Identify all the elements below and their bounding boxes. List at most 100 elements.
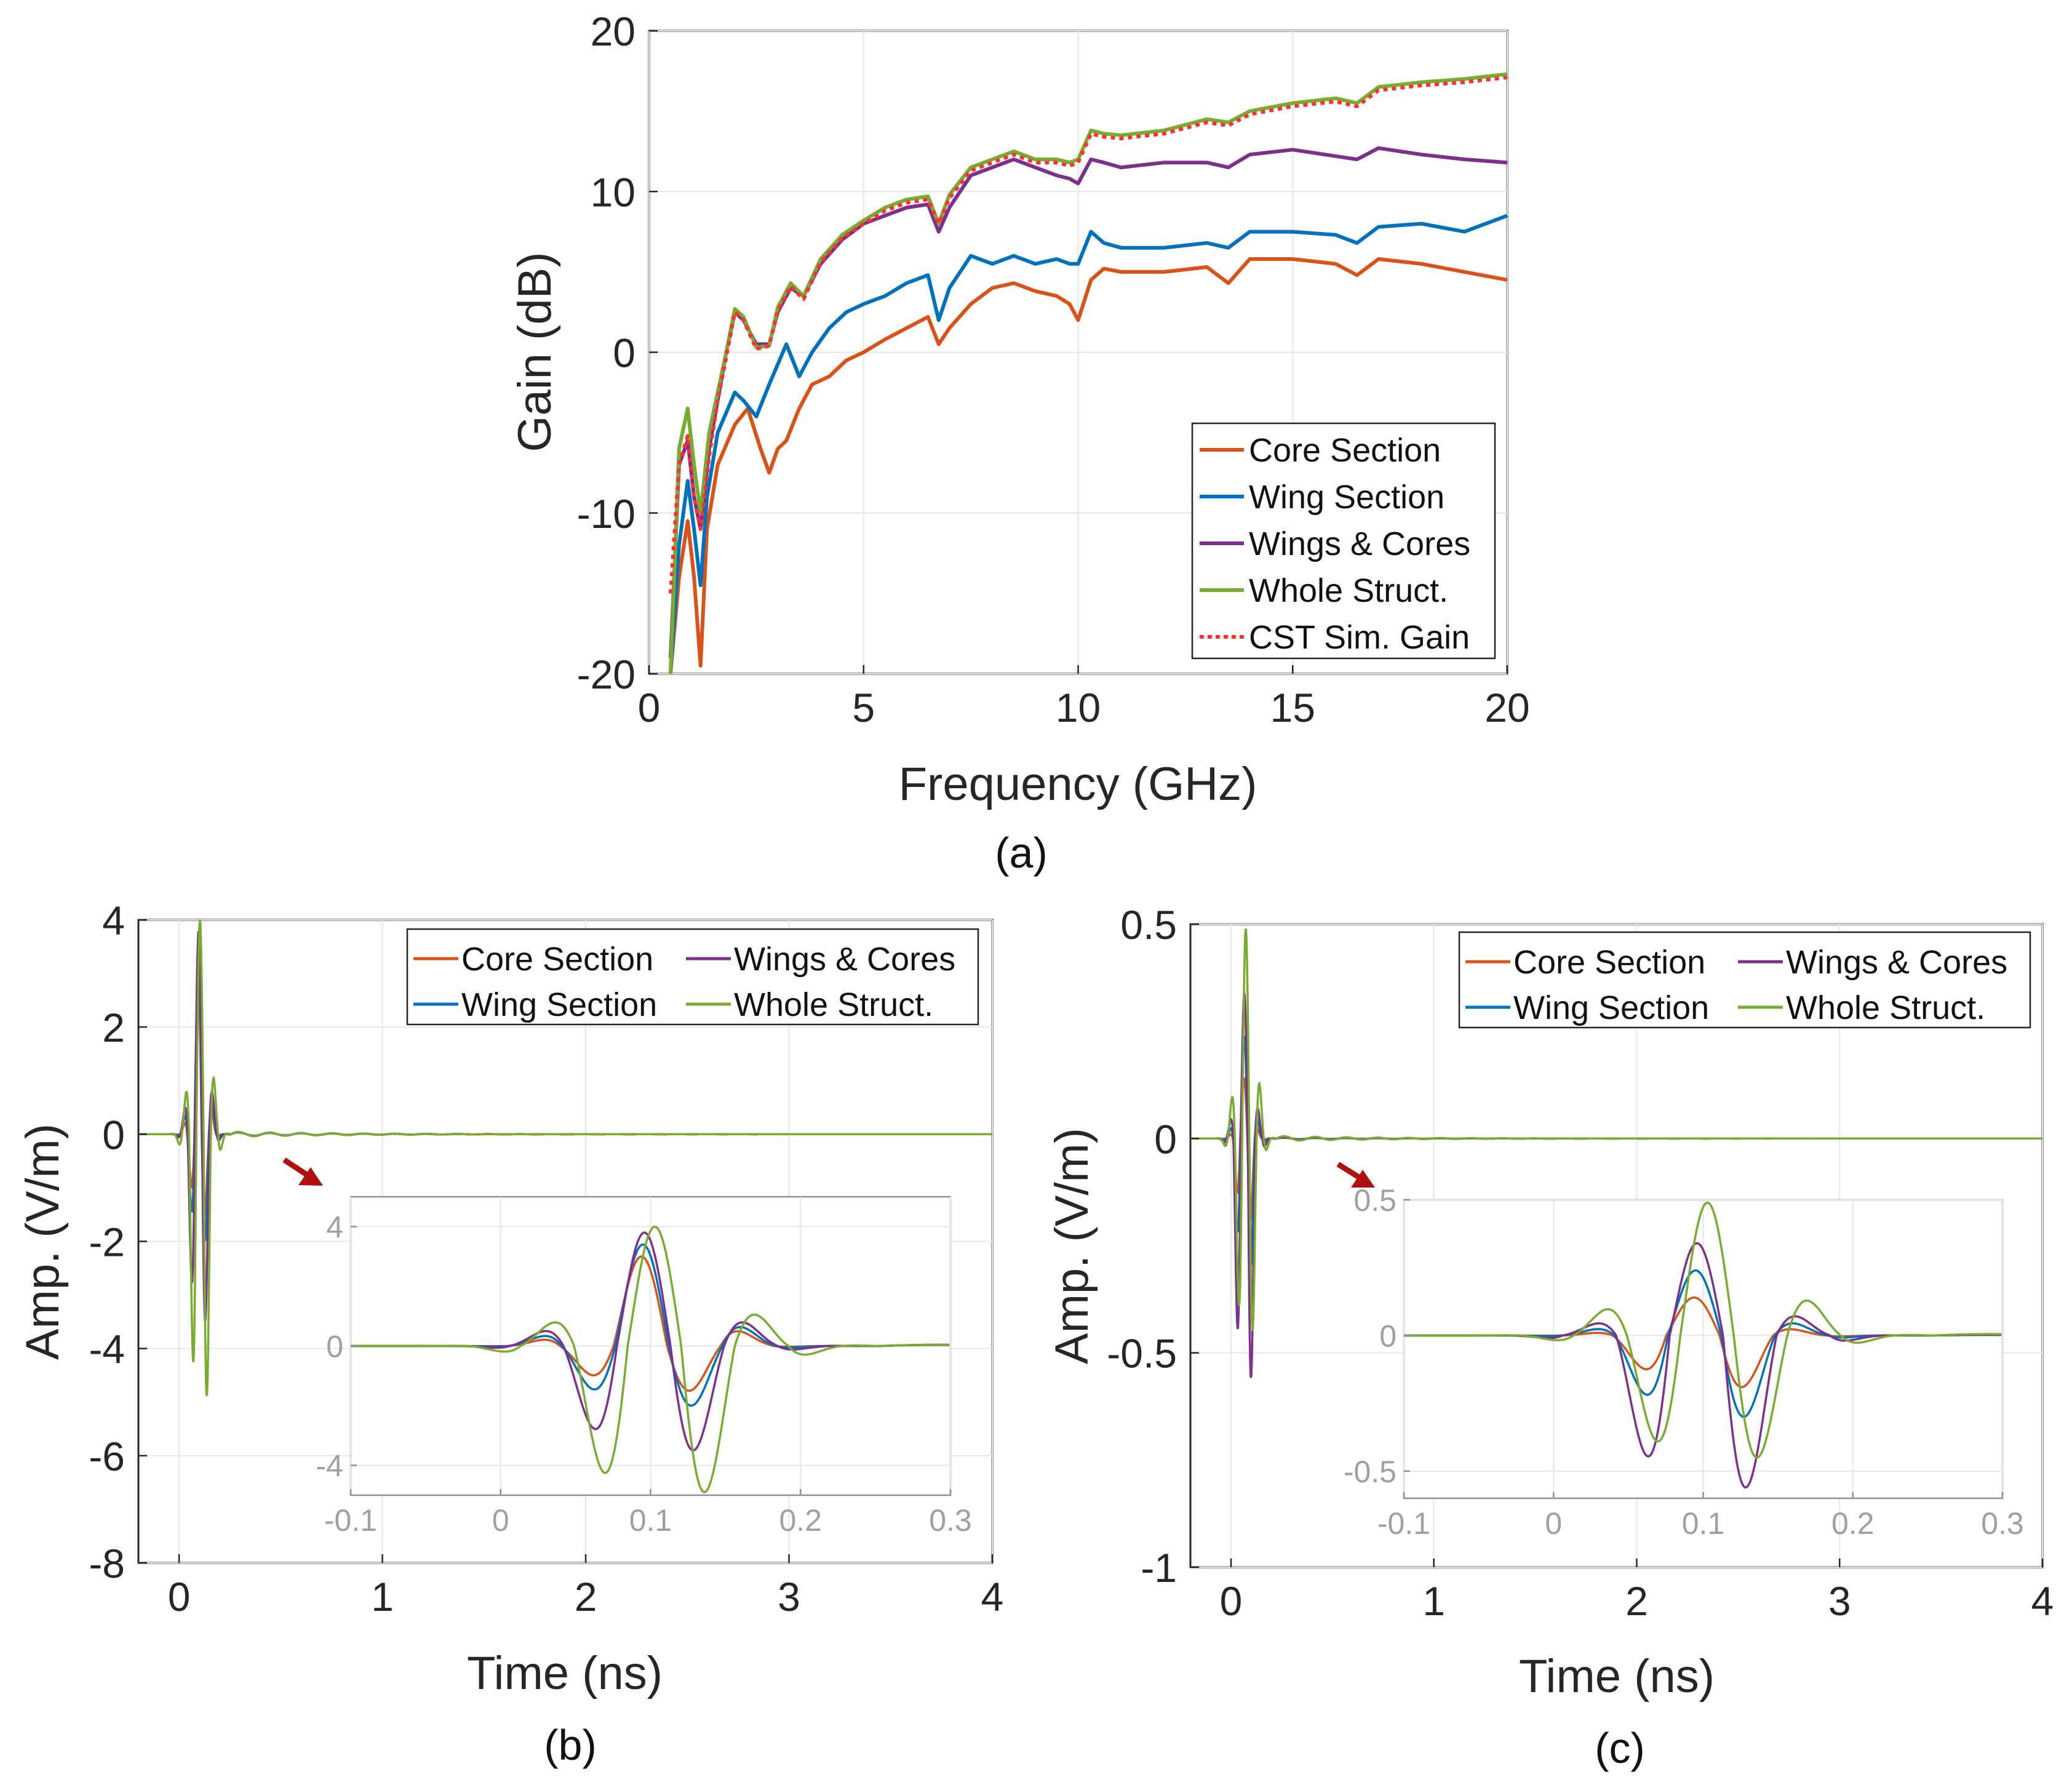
inset-ticks-c: -0.1 0 0.1 0.2 0.3 -0.5 0 0.5 bbox=[1344, 1183, 2024, 1541]
zoom-arrow-c bbox=[1336, 1162, 1375, 1188]
b-ytick-label-4: 0 bbox=[102, 1112, 125, 1157]
a-xtick-label-2: 10 bbox=[1056, 685, 1101, 730]
zoom-arrow-b-shaft bbox=[282, 1157, 309, 1178]
legend-box-b bbox=[406, 928, 979, 1026]
a-ytick-label-1: -10 bbox=[577, 491, 636, 537]
b-inset-xtick-label-1: 0 bbox=[492, 1503, 509, 1538]
inset-b: -0.1 0 0.1 0.2 0.3 -4 0 4 bbox=[316, 1196, 972, 1538]
inset-curves-c bbox=[1404, 1201, 2002, 1488]
zoom-arrow-c-head bbox=[1351, 1170, 1375, 1188]
c-inset-xtick-label-2: 0.1 bbox=[1682, 1506, 1725, 1541]
legend-label-core: Core Section bbox=[1249, 432, 1441, 469]
c-ytick-label-3: 0.5 bbox=[1120, 902, 1177, 948]
b-inset-xtick-label-4: 0.3 bbox=[929, 1503, 972, 1538]
c-ytick-label-0: -1 bbox=[1141, 1545, 1177, 1591]
curves-a bbox=[668, 72, 1508, 674]
legend-c-label-wing: Wing Section bbox=[1513, 989, 1709, 1026]
ticks-b: 0 1 2 3 4 -8 -6 -4 -2 0 2 4 bbox=[89, 898, 1003, 1619]
b-inset-xtick-label-2: 0.1 bbox=[629, 1503, 672, 1538]
xlabel-c: Time (ns) bbox=[1519, 1650, 1715, 1703]
b-inset-series-whole bbox=[351, 1225, 950, 1494]
a-xtick-label-3: 15 bbox=[1270, 685, 1315, 730]
b-ytick-label-2: -4 bbox=[89, 1327, 125, 1372]
ylabel-a: Gain (dB) bbox=[509, 252, 561, 452]
ylabel-c: Amp. (V/m) bbox=[1046, 1128, 1098, 1364]
legend-c-label-core: Core Section bbox=[1513, 944, 1705, 981]
c-xtick-label-1: 1 bbox=[1422, 1578, 1445, 1624]
legend-box-a bbox=[1191, 422, 1496, 660]
a-xtick-label-1: 5 bbox=[852, 685, 875, 730]
a-ytick-label-2: 0 bbox=[613, 330, 636, 376]
sublabel-c: (c) bbox=[1595, 1724, 1645, 1772]
legend-b-label-core: Core Section bbox=[461, 941, 653, 978]
inset-ticks-b: -0.1 0 0.1 0.2 0.3 -4 0 4 bbox=[316, 1210, 972, 1538]
xlabel-a: Frequency (GHz) bbox=[899, 758, 1257, 810]
c-inset-series-whole bbox=[1404, 1201, 2002, 1459]
c-inset-xtick-label-4: 0.3 bbox=[1981, 1506, 2024, 1541]
c-xtick-label-0: 0 bbox=[1220, 1578, 1243, 1624]
b-series-whole bbox=[138, 919, 992, 1396]
b-ytick-label-3: -2 bbox=[89, 1220, 125, 1265]
legend-b: Core Section Wing Section Wings & Cores … bbox=[406, 928, 979, 1026]
c-inset-xtick-label-0: -0.1 bbox=[1377, 1506, 1430, 1541]
c-xtick-label-3: 3 bbox=[1828, 1578, 1851, 1624]
legend-c: Core Section Wing Section Wings & Cores … bbox=[1458, 931, 2031, 1029]
legend-label-wingscores: Wings & Cores bbox=[1249, 525, 1470, 562]
legend-b-label-wing: Wing Section bbox=[461, 986, 657, 1023]
legend-c-label-wingscores: Wings & Cores bbox=[1786, 944, 2007, 981]
series-a-wing bbox=[668, 214, 1508, 674]
a-xtick-label-0: 0 bbox=[638, 685, 661, 730]
zoom-arrow-c-shaft bbox=[1336, 1162, 1361, 1180]
xlabel-b: Time (ns) bbox=[467, 1647, 663, 1699]
ylabel-b: Amp. (V/m) bbox=[17, 1124, 69, 1360]
b-inset-ytick-label-2: 4 bbox=[326, 1210, 343, 1245]
legend-c-label-whole: Whole Struct. bbox=[1786, 989, 1985, 1026]
panel-c: 0 1 2 3 4 -1 -0.5 0 0.5 Amp. (V/m) Time (ns) (c)… bbox=[1046, 902, 2054, 1772]
b-xtick-label-1: 1 bbox=[371, 1574, 394, 1619]
curves-b bbox=[138, 919, 992, 1396]
c-ytick-label-2: 0 bbox=[1154, 1116, 1177, 1162]
c-inset-ytick-label-0: -0.5 bbox=[1344, 1455, 1397, 1489]
legend-label-cst: CST Sim. Gain bbox=[1249, 619, 1470, 656]
series-a-cst bbox=[668, 75, 1508, 594]
b-xtick-label-0: 0 bbox=[168, 1574, 191, 1619]
c-inset-xtick-label-1: 0 bbox=[1545, 1506, 1562, 1541]
b-inset-xtick-label-0: -0.1 bbox=[324, 1503, 377, 1538]
zoom-arrow-b-head bbox=[298, 1167, 323, 1186]
legend-label-wing: Wing Section bbox=[1249, 479, 1444, 516]
a-ytick-label-0: -20 bbox=[577, 652, 636, 697]
a-ytick-label-4: 20 bbox=[591, 9, 636, 54]
sublabel-b: (b) bbox=[544, 1721, 597, 1769]
ticks-a: 0 5 10 15 20 -20 -10 0 10 20 bbox=[577, 9, 1530, 730]
series-a-core bbox=[668, 257, 1508, 674]
b-inset-ytick-label-0: -4 bbox=[316, 1449, 343, 1483]
b-inset-xtick-label-3: 0.2 bbox=[779, 1503, 822, 1538]
c-inset-ytick-label-1: 0 bbox=[1379, 1319, 1397, 1353]
b-xtick-label-3: 3 bbox=[778, 1574, 800, 1619]
legend-b-label-wingscores: Wings & Cores bbox=[734, 941, 955, 978]
b-ytick-label-5: 2 bbox=[102, 1005, 125, 1050]
inset-c: -0.1 0 0.1 0.2 0.3 -0.5 0 0.5 bbox=[1344, 1183, 2024, 1541]
inset-curves-b bbox=[351, 1225, 950, 1494]
legend-label-whole: Whole Struct. bbox=[1249, 572, 1448, 609]
ticks-c: 0 1 2 3 4 -1 -0.5 0 0.5 bbox=[1107, 902, 2054, 1624]
panel-b: 0 1 2 3 4 -8 -6 -4 -2 0 2 4 Amp. (V/m) Time (ns) (b… bbox=[17, 898, 1003, 1769]
b-ytick-label-0: -8 bbox=[89, 1541, 125, 1586]
b-xtick-label-4: 4 bbox=[981, 1574, 1004, 1619]
legend-box-c bbox=[1458, 931, 2031, 1029]
c-xtick-label-4: 4 bbox=[2031, 1578, 2054, 1624]
b-inset-ytick-label-1: 0 bbox=[326, 1330, 343, 1364]
c-xtick-label-2: 2 bbox=[1625, 1578, 1648, 1624]
c-inset-xtick-label-3: 0.2 bbox=[1831, 1506, 1875, 1541]
c-ytick-label-1: -0.5 bbox=[1107, 1331, 1177, 1376]
zoom-arrow-b bbox=[282, 1157, 323, 1186]
legend-a: Core Section Wing Section Wings & Cores … bbox=[1191, 422, 1496, 660]
sublabel-a: (a) bbox=[995, 829, 1048, 877]
b-xtick-label-2: 2 bbox=[575, 1574, 597, 1619]
panel-a: 0 5 10 15 20 -20 -10 0 10 20 Gain (dB) Frequency … bbox=[509, 9, 1530, 877]
curves-c bbox=[1190, 928, 2042, 1378]
c-inset-ytick-label-2: 0.5 bbox=[1353, 1183, 1397, 1218]
legend-b-label-whole: Whole Struct. bbox=[734, 986, 933, 1023]
b-ytick-label-6: 4 bbox=[102, 898, 125, 943]
